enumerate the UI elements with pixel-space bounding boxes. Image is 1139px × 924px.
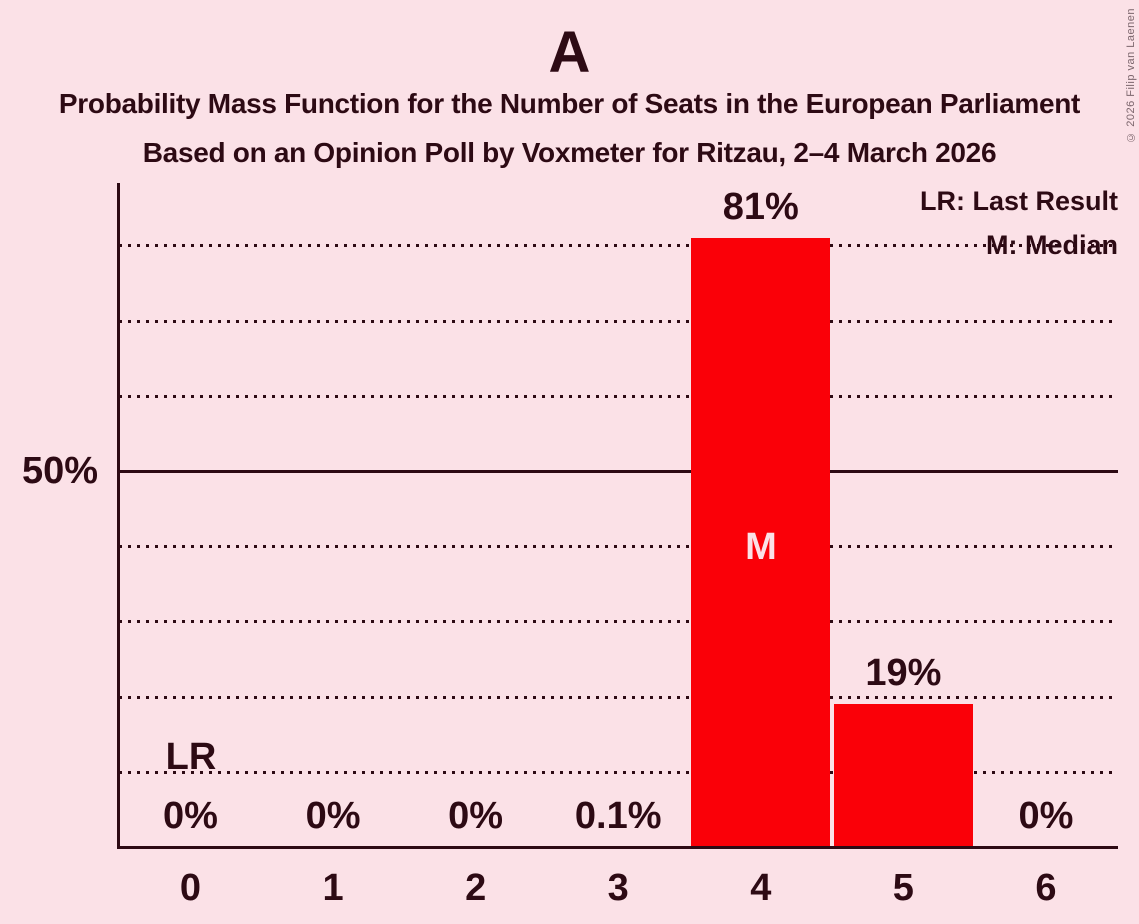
- gridline-80pct: [119, 244, 1118, 248]
- value-label-seats-5: 19%: [865, 652, 942, 695]
- x-tick-3: 3: [607, 867, 629, 909]
- value-label-seats-1: 0%: [305, 795, 361, 837]
- median-annotation: M: [745, 526, 777, 568]
- gridline-40pct: [119, 545, 1118, 549]
- x-axis-line: [119, 846, 1118, 849]
- gridline-70pct: [119, 319, 1118, 323]
- x-tick-6: 6: [1035, 867, 1057, 909]
- x-tick-5: 5: [892, 867, 914, 909]
- last-result-annotation: LR: [165, 736, 217, 778]
- value-label-seats-4: 81%: [722, 185, 799, 228]
- gridline-50pct: [119, 470, 1118, 473]
- value-label-seats-0: 0%: [163, 795, 218, 837]
- value-label-seats-2: 0%: [448, 795, 504, 837]
- y-axis-line: [117, 183, 120, 849]
- x-tick-1: 1: [322, 867, 344, 909]
- legend-last-result: LR: Last Result: [919, 186, 1118, 216]
- x-tick-2: 2: [465, 867, 487, 909]
- x-tick-0: 0: [179, 867, 202, 909]
- chart-subtitle-source: Based on an Opinion Poll by Voxmeter for…: [142, 137, 997, 168]
- copyright-notice: © 2026 Filip van Laenen: [1125, 8, 1137, 143]
- chart-subtitle: Probability Mass Function for the Number…: [58, 88, 1081, 119]
- gridline-10pct: [119, 770, 1118, 774]
- x-tick-4: 4: [750, 867, 772, 909]
- chart-title: A: [548, 20, 591, 85]
- bar-seats-5: [833, 704, 973, 847]
- value-label-seats-6: 0%: [1018, 795, 1074, 837]
- gridline-60pct: [119, 394, 1118, 398]
- value-label-seats-3: 0.1%: [574, 795, 662, 837]
- y-axis-50-label: 50%: [21, 450, 98, 492]
- gridline-30pct: [119, 620, 1118, 624]
- gridline-20pct: [119, 695, 1118, 699]
- bar-seats-4: [691, 237, 831, 847]
